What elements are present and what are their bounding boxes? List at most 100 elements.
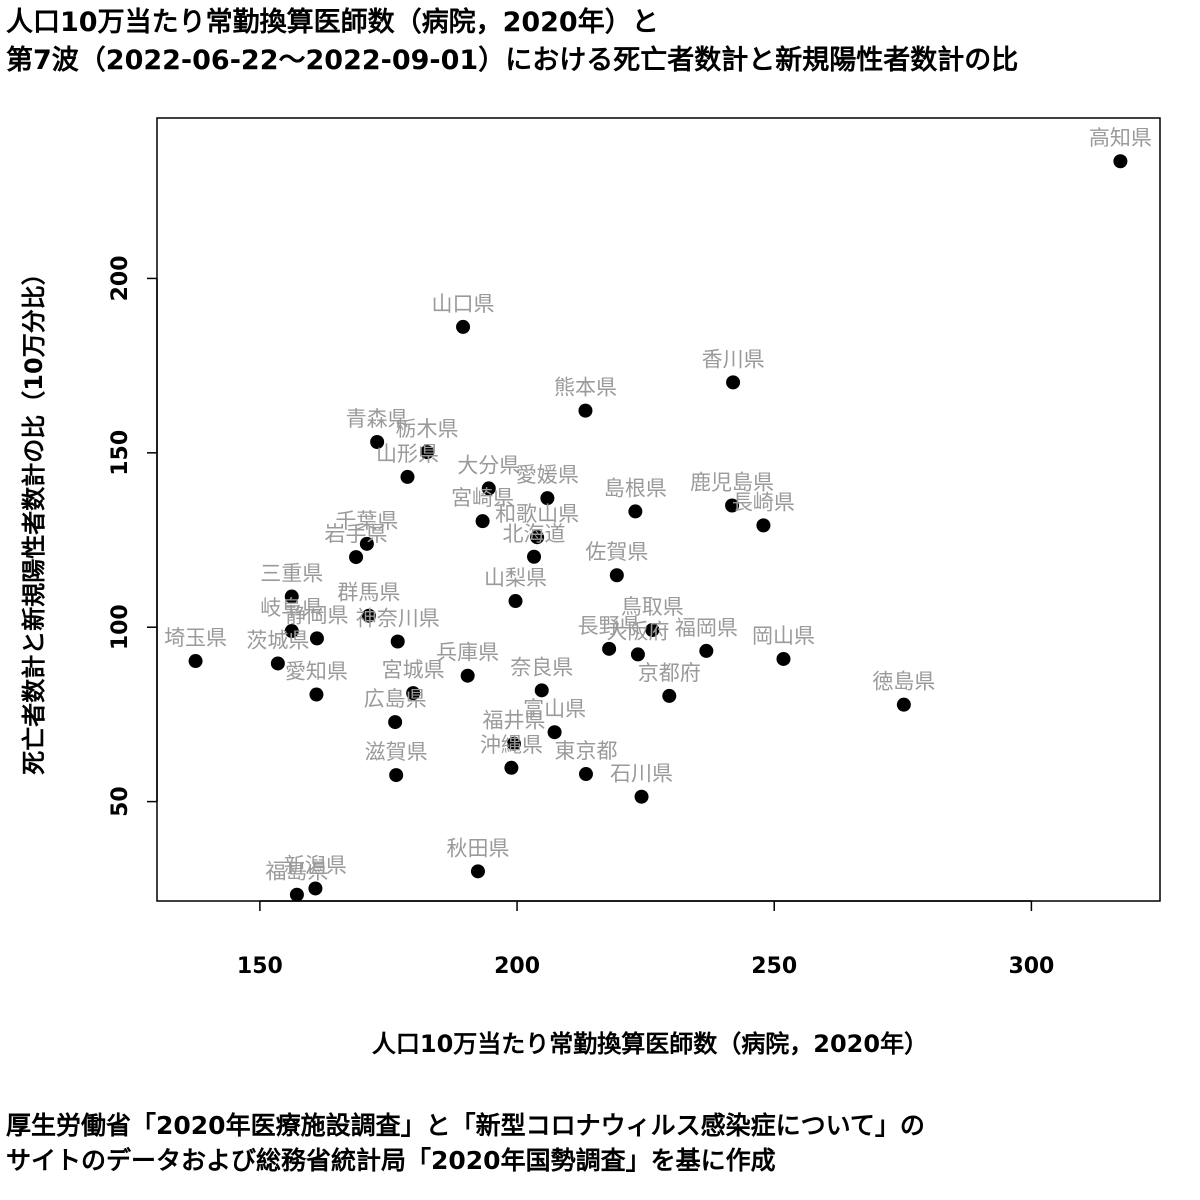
point-label: 広島県 xyxy=(364,687,427,711)
x-tick-label: 300 xyxy=(1008,954,1054,979)
data-point xyxy=(284,624,299,639)
point-label: 富山県 xyxy=(523,697,586,721)
data-point xyxy=(662,688,677,703)
x-axis: 150 200 250 300 xyxy=(237,900,1054,979)
data-point xyxy=(370,435,385,450)
y-tick-label: 100 xyxy=(108,604,133,650)
point-label: 秋田県 xyxy=(446,836,509,860)
data-point xyxy=(508,594,523,609)
data-point xyxy=(475,514,490,529)
x-tick-label: 200 xyxy=(494,954,540,979)
source-line-1: 厚生労働省「2020年医療施設調査」と「新型コロナウィルス感染症について」の xyxy=(6,1111,925,1140)
data-point xyxy=(361,608,376,623)
point-label: 愛媛県 xyxy=(516,463,579,487)
data-point xyxy=(578,403,593,418)
data-point xyxy=(349,550,364,565)
point-label: 熊本県 xyxy=(554,376,617,400)
data-point xyxy=(699,643,714,658)
source-line-2: サイトのデータおよび総務省統計局「2020年国勢調査」を基に作成 xyxy=(6,1146,776,1175)
data-points xyxy=(188,154,1128,902)
data-point xyxy=(896,697,911,712)
x-tick-label: 250 xyxy=(751,954,797,979)
point-label: 香川県 xyxy=(702,347,765,371)
point-label: 山梨県 xyxy=(484,566,547,590)
point-label: 栃木県 xyxy=(396,417,459,441)
chart-title: 人口10万当たり常勤換算医師数（病院，2020年）と 第7波（2022-06-2… xyxy=(6,4,1018,80)
x-tick-label: 150 xyxy=(237,954,283,979)
point-label: 宮城県 xyxy=(382,658,445,682)
data-point xyxy=(527,549,542,564)
data-point xyxy=(389,768,404,783)
data-point xyxy=(609,568,624,583)
point-label: 静岡県 xyxy=(285,603,348,627)
point-label: 島根県 xyxy=(604,476,667,500)
point-label: 千葉県 xyxy=(335,509,398,533)
data-point xyxy=(420,445,435,460)
point-label: 滋賀県 xyxy=(365,740,428,764)
data-point xyxy=(578,767,593,782)
data-point xyxy=(547,725,562,740)
title-line-2: 第7波（2022-06-22〜2022-09-01）における死亡者数計と新規陽性… xyxy=(6,45,1019,76)
data-point xyxy=(284,589,299,604)
data-point xyxy=(504,760,519,775)
data-point xyxy=(359,536,374,551)
point-label: 鹿児島県 xyxy=(690,470,774,494)
point-label: 福岡県 xyxy=(675,616,738,640)
y-axis-title: 死亡者数計と新規陽性者数計の比（10万分比） xyxy=(20,261,48,774)
data-point xyxy=(289,887,304,902)
point-label: 奈良県 xyxy=(510,655,573,679)
x-axis-title: 人口10万当たり常勤換算医師数（病院，2020年） xyxy=(372,1030,928,1058)
point-label: 宮崎県 xyxy=(451,486,514,510)
y-tick-label: 50 xyxy=(108,786,133,817)
point-label: 沖縄県 xyxy=(480,733,543,757)
data-point xyxy=(309,687,324,702)
data-point xyxy=(645,623,660,638)
point-label: 長崎県 xyxy=(732,490,795,514)
data-point xyxy=(390,634,405,649)
data-point xyxy=(602,641,617,656)
data-point xyxy=(388,715,403,730)
point-label: 神奈川県 xyxy=(356,607,440,631)
point-label: 長野県 xyxy=(578,614,641,638)
point-label: 高知県 xyxy=(1089,126,1152,150)
point-label: 新潟県 xyxy=(284,853,347,877)
title-line-1: 人口10万当たり常勤換算医師数（病院，2020年）と xyxy=(6,7,659,38)
data-point xyxy=(309,631,324,646)
point-label: 東京都 xyxy=(554,739,617,763)
data-point xyxy=(1113,154,1128,169)
point-label: 徳島県 xyxy=(872,670,935,694)
data-point xyxy=(470,864,485,879)
point-label: 茨城県 xyxy=(246,628,309,652)
data-point xyxy=(456,319,471,334)
data-point xyxy=(756,518,771,533)
data-point xyxy=(188,654,203,669)
y-axis: 50 100 150 200 xyxy=(108,255,158,817)
data-point xyxy=(406,686,421,701)
point-label: 青森県 xyxy=(346,407,409,431)
scatter-plot: 150 200 250 300 50 100 150 200 高知県山口県香川県熊本県青森県… xyxy=(20,117,1161,1058)
data-point xyxy=(530,530,545,545)
point-label: 石川県 xyxy=(610,762,673,786)
source-note: 厚生労働省「2020年医療施設調査」と「新型コロナウィルス感染症について」の サ… xyxy=(6,1108,925,1178)
data-point xyxy=(460,668,475,683)
point-label: 北海道 xyxy=(503,522,566,546)
data-point xyxy=(400,469,415,484)
point-label: 山形県 xyxy=(376,442,439,466)
data-point xyxy=(481,481,496,496)
point-label: 京都府 xyxy=(638,661,701,685)
point-label: 大阪府 xyxy=(606,619,669,643)
point-label: 群馬県 xyxy=(337,581,400,605)
data-point xyxy=(628,504,643,519)
point-label: 福井県 xyxy=(482,709,545,733)
point-label: 埼玉県 xyxy=(164,626,227,650)
point-label: 岩手県 xyxy=(325,522,388,546)
data-point xyxy=(726,375,741,390)
point-label: 大分県 xyxy=(457,453,520,477)
data-point xyxy=(270,656,285,671)
data-point xyxy=(534,683,549,698)
data-point xyxy=(308,881,323,896)
point-label: 三重県 xyxy=(260,562,323,586)
point-label: 愛知県 xyxy=(285,660,348,684)
data-point xyxy=(506,736,521,751)
